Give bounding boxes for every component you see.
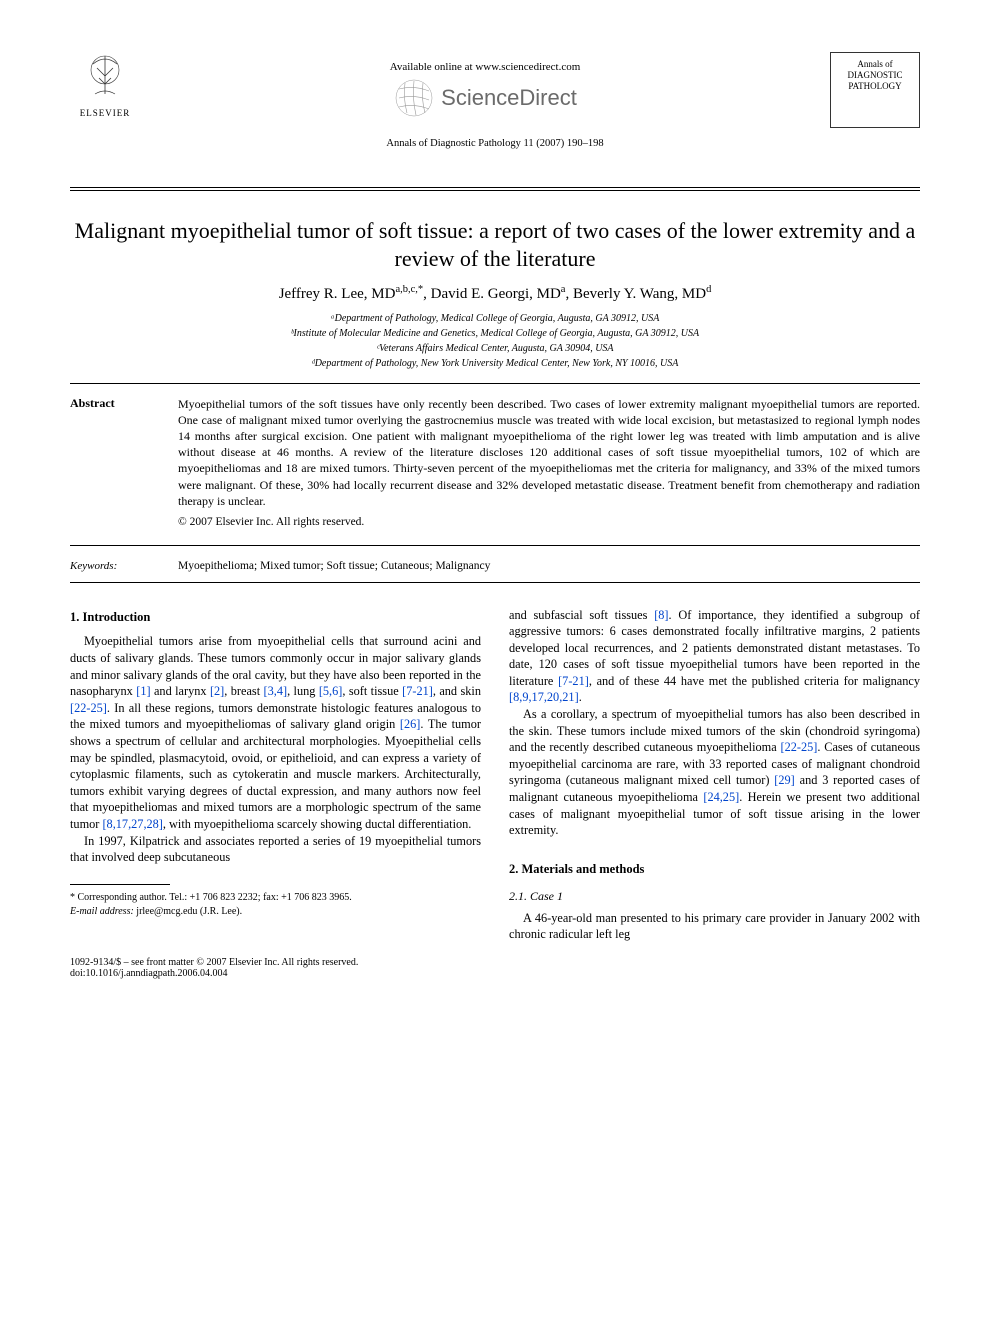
abstract-block: Abstract Myoepithelial tumors of the sof…	[70, 383, 920, 546]
footer-front-matter: 1092-9134/$ – see front matter © 2007 El…	[70, 957, 358, 968]
elsevier-label: ELSEVIER	[80, 108, 131, 118]
col2-paragraph-2: As a corollary, a spectrum of myoepithel…	[509, 706, 920, 839]
column-left: 1. Introduction Myoepithelial tumors ari…	[70, 607, 481, 944]
journal-cover-line1: Annals of	[857, 59, 892, 70]
ref-link[interactable]: [29]	[774, 773, 795, 787]
citation-line: Annals of Diagnostic Pathology 11 (2007)…	[70, 138, 920, 149]
journal-cover-thumbnail: Annals of DIAGNOSTIC PATHOLOGY	[830, 52, 920, 128]
email-label: E-mail address:	[70, 906, 134, 917]
footer-doi: doi:10.1016/j.anndiagpath.2006.04.004	[70, 968, 358, 979]
affiliations: ᵃDepartment of Pathology, Medical Colleg…	[70, 311, 920, 371]
journal-cover-line2: DIAGNOSTIC	[848, 70, 903, 81]
ref-link[interactable]: [24,25]	[703, 790, 739, 804]
ref-link[interactable]: [2]	[210, 684, 224, 698]
elsevier-logo: ELSEVIER	[70, 50, 140, 130]
abstract-copyright: © 2007 Elsevier Inc. All rights reserved…	[178, 515, 920, 531]
ref-link[interactable]: [8,9,17,20,21]	[509, 690, 579, 704]
footnote-email: E-mail address: jrlee@mcg.edu (J.R. Lee)…	[70, 905, 481, 919]
footer-copyright: 1092-9134/$ – see front matter © 2007 El…	[70, 957, 358, 979]
ref-link[interactable]: [26]	[400, 717, 421, 731]
footnote-corresponding: * Corresponding author. Tel.: +1 706 823…	[70, 891, 481, 905]
elsevier-tree-icon	[77, 50, 133, 106]
sciencedirect-text: ScienceDirect	[441, 85, 577, 111]
ref-link[interactable]: [22-25]	[70, 701, 107, 715]
heading-introduction: 1. Introduction	[70, 609, 481, 626]
abstract-body: Myoepithelial tumors of the soft tissues…	[178, 397, 920, 508]
page-footer: 1092-9134/$ – see front matter © 2007 El…	[70, 957, 920, 979]
ref-link[interactable]: [8]	[654, 608, 668, 622]
abstract-label: Abstract	[70, 396, 150, 531]
article-title: Malignant myoepithelial tumor of soft ti…	[70, 217, 920, 274]
sciencedirect-logo: ScienceDirect	[140, 77, 830, 119]
journal-cover-line3: PATHOLOGY	[848, 81, 901, 92]
body-columns: 1. Introduction Myoepithelial tumors ari…	[70, 607, 920, 944]
ref-link[interactable]: [7-21]	[558, 674, 589, 688]
page-header: ELSEVIER Available online at www.science…	[70, 50, 920, 130]
column-right: and subfascial soft tissues [8]. Of impo…	[509, 607, 920, 944]
header-center: Available online at www.sciencedirect.co…	[140, 61, 830, 119]
keywords-label: Keywords:	[70, 560, 150, 572]
ref-link[interactable]: [8,17,27,28]	[102, 817, 162, 831]
keywords-text: Myoepithelioma; Mixed tumor; Soft tissue…	[178, 560, 490, 572]
ref-link[interactable]: [22-25]	[780, 740, 817, 754]
rule-top-thin	[70, 187, 920, 188]
sciencedirect-ball-icon	[393, 77, 435, 119]
affiliation-c: ᶜVeterans Affairs Medical Center, August…	[70, 341, 920, 356]
heading-case1: 2.1. Case 1	[509, 888, 920, 904]
ref-link[interactable]: [1]	[136, 684, 150, 698]
intro-paragraph-2: In 1997, Kilpatrick and associates repor…	[70, 833, 481, 866]
case1-paragraph-1: A 46-year-old man presented to his prima…	[509, 910, 920, 943]
affiliation-b: ᵇInstitute of Molecular Medicine and Gen…	[70, 326, 920, 341]
affiliation-d: ᵈDepartment of Pathology, New York Unive…	[70, 356, 920, 371]
available-online-text: Available online at www.sciencedirect.co…	[140, 61, 830, 73]
abstract-text: Myoepithelial tumors of the soft tissues…	[178, 396, 920, 531]
rule-top-thick	[70, 190, 920, 191]
intro-paragraph-1: Myoepithelial tumors arise from myoepith…	[70, 633, 481, 832]
col2-paragraph-1: and subfascial soft tissues [8]. Of impo…	[509, 607, 920, 707]
email-address: jrlee@mcg.edu (J.R. Lee).	[136, 906, 242, 917]
ref-link[interactable]: [5,6]	[319, 684, 343, 698]
authors-line: Jeffrey R. Lee, MDa,b,c,*, David E. Geor…	[70, 284, 920, 303]
keywords-row: Keywords: Myoepithelioma; Mixed tumor; S…	[70, 552, 920, 583]
ref-link[interactable]: [3,4]	[264, 684, 288, 698]
affiliation-a: ᵃDepartment of Pathology, Medical Colleg…	[70, 311, 920, 326]
ref-link[interactable]: [7-21]	[402, 684, 433, 698]
footnote-separator	[70, 884, 170, 885]
heading-methods: 2. Materials and methods	[509, 861, 920, 878]
